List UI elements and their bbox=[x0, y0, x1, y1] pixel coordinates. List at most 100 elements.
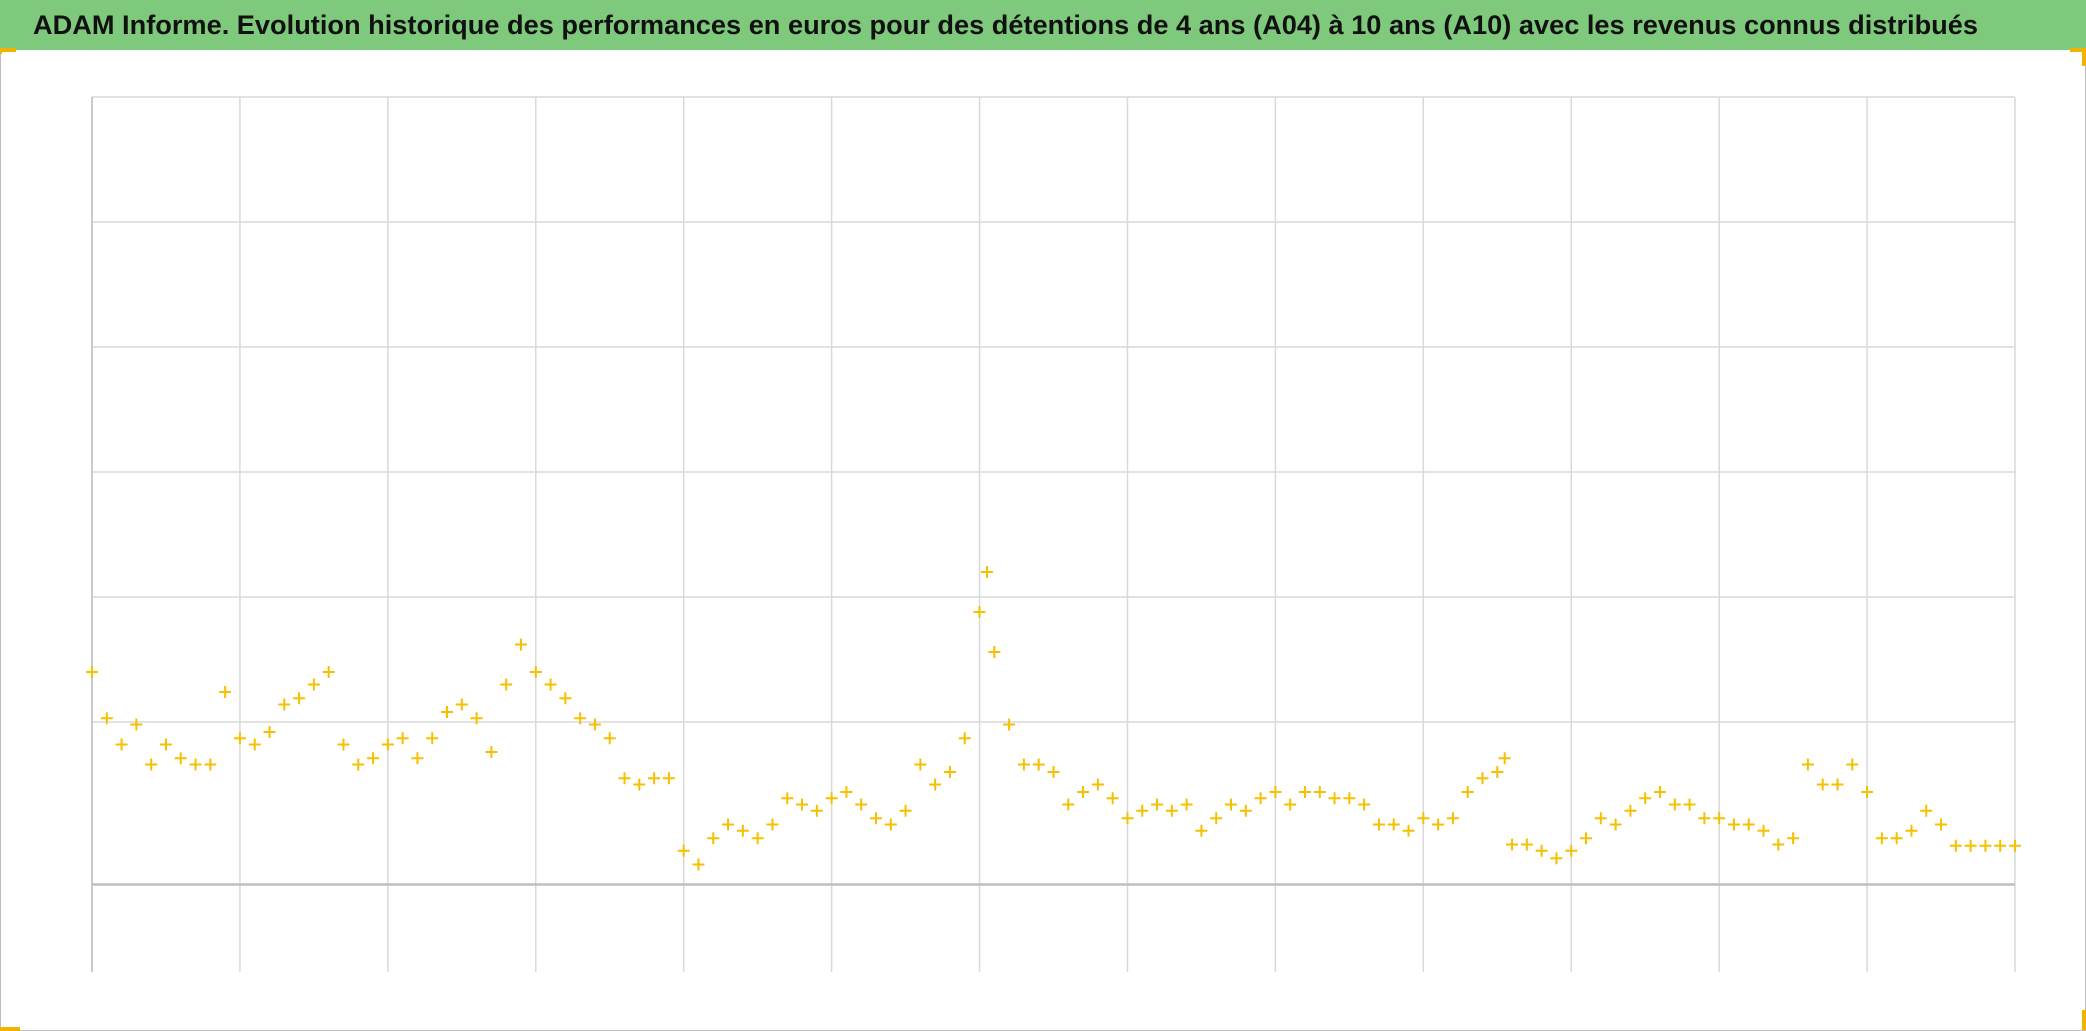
marker bbox=[1091, 778, 1104, 791]
marker bbox=[751, 832, 764, 845]
marker bbox=[1476, 772, 1489, 785]
marker bbox=[174, 752, 187, 765]
marker bbox=[219, 686, 232, 698]
marker bbox=[485, 746, 498, 758]
marker bbox=[1979, 839, 1992, 852]
marker bbox=[145, 758, 158, 771]
marker bbox=[248, 738, 261, 751]
marker bbox=[293, 692, 306, 705]
marker bbox=[692, 858, 705, 871]
marker bbox=[1461, 786, 1474, 798]
marker bbox=[1328, 792, 1341, 805]
marker bbox=[441, 706, 454, 718]
marker bbox=[1550, 852, 1563, 865]
marker bbox=[1535, 844, 1548, 857]
marker bbox=[100, 712, 113, 725]
marker bbox=[1520, 838, 1533, 851]
marker bbox=[1402, 824, 1415, 837]
marker bbox=[943, 766, 956, 778]
marker bbox=[1387, 818, 1400, 831]
marker bbox=[263, 726, 276, 738]
marker bbox=[1787, 832, 1800, 845]
marker bbox=[411, 752, 424, 765]
marker bbox=[899, 804, 912, 817]
marker bbox=[204, 758, 217, 771]
marker bbox=[396, 732, 409, 745]
marker bbox=[1890, 832, 1903, 845]
marker bbox=[514, 638, 527, 651]
marker bbox=[766, 818, 779, 831]
marker bbox=[736, 824, 749, 837]
marker bbox=[662, 772, 675, 785]
marker bbox=[869, 812, 882, 825]
grid bbox=[91, 96, 2016, 972]
marker bbox=[1801, 758, 1814, 771]
marker bbox=[307, 678, 320, 691]
marker bbox=[322, 666, 335, 678]
marker bbox=[633, 778, 646, 791]
marker bbox=[500, 678, 513, 691]
marker bbox=[1639, 792, 1652, 805]
marker bbox=[1269, 786, 1282, 798]
marker bbox=[130, 718, 143, 731]
marker bbox=[337, 738, 350, 751]
marker bbox=[796, 798, 809, 811]
marker bbox=[367, 752, 380, 765]
marker bbox=[677, 844, 690, 857]
marker bbox=[1151, 798, 1164, 811]
marker bbox=[1195, 824, 1208, 837]
marker bbox=[707, 832, 720, 845]
marker bbox=[455, 698, 468, 711]
marker bbox=[1003, 718, 1016, 731]
marker bbox=[1372, 818, 1385, 831]
marker bbox=[1683, 798, 1696, 811]
marker bbox=[1446, 812, 1459, 825]
marker bbox=[988, 646, 1001, 658]
marker bbox=[1017, 758, 1030, 771]
marker bbox=[1239, 804, 1252, 817]
marker bbox=[115, 738, 128, 751]
marker bbox=[1121, 812, 1134, 825]
marker bbox=[1284, 798, 1297, 811]
marker bbox=[470, 712, 483, 725]
marker bbox=[914, 758, 927, 771]
marker bbox=[86, 666, 98, 678]
marker bbox=[1713, 812, 1726, 825]
marker bbox=[1580, 832, 1593, 845]
marker bbox=[1210, 812, 1223, 825]
marker bbox=[1861, 786, 1874, 798]
marker bbox=[1225, 798, 1238, 811]
marker bbox=[1875, 832, 1888, 845]
marker bbox=[1106, 792, 1119, 805]
marker bbox=[884, 818, 897, 831]
marker bbox=[1624, 804, 1637, 817]
marker bbox=[1077, 786, 1090, 798]
marker bbox=[722, 818, 735, 831]
marker bbox=[1920, 804, 1933, 817]
marker bbox=[1313, 786, 1326, 798]
marker bbox=[1772, 838, 1785, 851]
marker bbox=[1498, 752, 1511, 765]
marker bbox=[1491, 766, 1504, 778]
marker bbox=[603, 732, 616, 745]
marker bbox=[980, 566, 993, 578]
marker bbox=[189, 758, 202, 771]
marker bbox=[1757, 824, 1770, 837]
marker bbox=[1727, 818, 1740, 831]
marker bbox=[1506, 838, 1519, 851]
marker bbox=[1136, 804, 1149, 817]
marker bbox=[1609, 818, 1622, 831]
marker bbox=[1032, 758, 1045, 771]
marker bbox=[929, 778, 942, 791]
marker bbox=[1816, 778, 1829, 791]
marker bbox=[1358, 798, 1371, 811]
marker bbox=[352, 758, 365, 771]
marker bbox=[781, 792, 794, 805]
marker bbox=[1165, 804, 1178, 817]
marker bbox=[426, 732, 439, 745]
marker bbox=[648, 772, 661, 785]
title-bar bbox=[0, 0, 2086, 50]
marker bbox=[1742, 818, 1755, 831]
